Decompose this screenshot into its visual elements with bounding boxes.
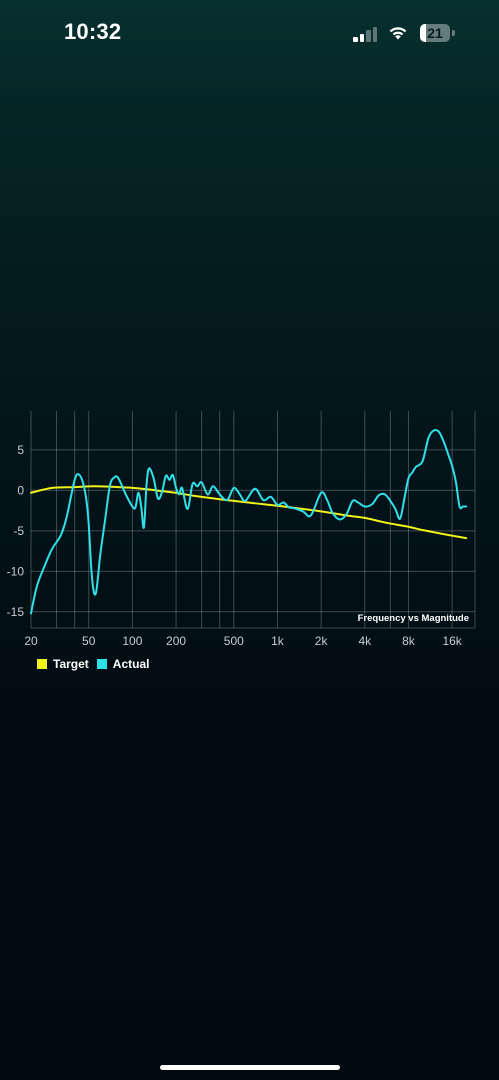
legend-item-target: Target bbox=[37, 657, 89, 671]
chart-series bbox=[30, 429, 468, 615]
y-tick-label: -15 bbox=[7, 605, 25, 619]
wifi-icon bbox=[389, 27, 407, 40]
x-axis-ticks: 20 50 100 200 500 1k 2k 4k 8k 16k bbox=[24, 634, 462, 648]
home-indicator[interactable] bbox=[160, 1065, 340, 1070]
signal-bar bbox=[359, 33, 364, 42]
signal-bar bbox=[366, 30, 371, 42]
chart-grid bbox=[30, 411, 476, 629]
battery-level: 21 bbox=[427, 25, 443, 41]
signal-bar bbox=[353, 37, 358, 42]
y-tick-label: 0 bbox=[17, 483, 24, 497]
legend-swatch-target bbox=[37, 659, 47, 669]
legend-label-actual: Actual bbox=[112, 657, 150, 671]
series-line-actual bbox=[30, 429, 468, 615]
battery-icon: 21 bbox=[420, 24, 450, 42]
y-tick-label: 5 bbox=[17, 443, 24, 457]
y-axis-ticks: 5 0 -5 -10 -15 bbox=[7, 443, 25, 619]
y-tick-label: -10 bbox=[7, 564, 25, 578]
series-line-target bbox=[30, 485, 468, 540]
frequency-magnitude-chart: 50-5-10-15 20 50 100 200 500 1k 2k 4k 8k 16k Freq… bbox=[7, 411, 476, 648]
x-tick-label: 20 bbox=[24, 634, 38, 648]
x-tick-label: 500 bbox=[224, 634, 244, 648]
x-tick-label: 16k bbox=[442, 634, 462, 648]
x-tick-label: 1k bbox=[271, 634, 285, 648]
legend-label-target: Target bbox=[53, 657, 89, 671]
x-tick-label: 100 bbox=[122, 634, 142, 648]
signal-bar bbox=[372, 26, 377, 42]
cellular-signal-icon bbox=[353, 26, 379, 42]
chart-title: Frequency vs Magnitude bbox=[358, 613, 469, 624]
x-tick-label: 2k bbox=[315, 634, 329, 648]
x-tick-label: 50 bbox=[82, 634, 96, 648]
chart-legend: Target Actual bbox=[37, 657, 157, 671]
x-tick-label: 8k bbox=[402, 634, 416, 648]
x-tick-label: 200 bbox=[166, 634, 186, 648]
x-tick-label: 4k bbox=[358, 634, 372, 648]
battery-cap bbox=[452, 30, 455, 36]
status-bar: 10:32 21 bbox=[0, 0, 499, 66]
clock-time: 10:32 bbox=[64, 19, 122, 44]
y-tick-label: -5 bbox=[13, 524, 24, 538]
legend-item-actual: Actual bbox=[96, 657, 150, 671]
legend-swatch-actual bbox=[96, 659, 107, 669]
